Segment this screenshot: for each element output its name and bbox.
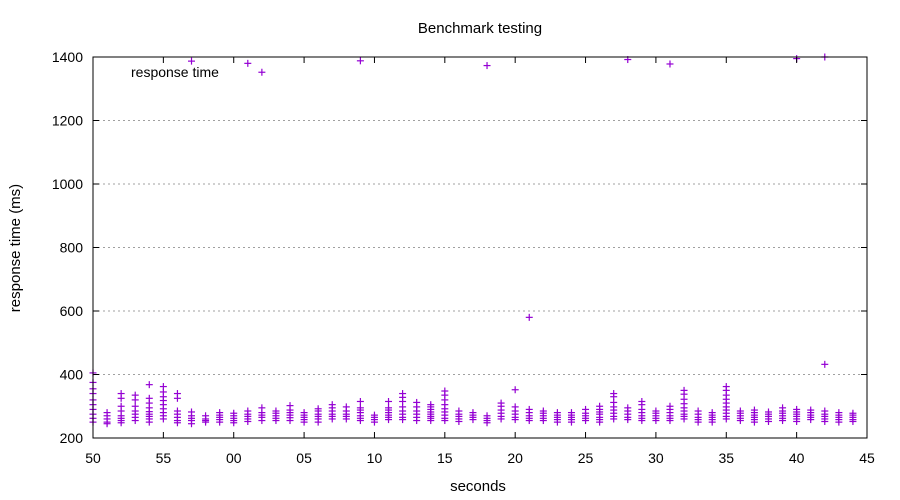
- y-tick-label: 600: [60, 303, 84, 319]
- data-point: [258, 417, 266, 425]
- data-point: [525, 313, 533, 321]
- data-point: [666, 417, 674, 425]
- x-tick-label: 10: [367, 450, 383, 466]
- data-point: [722, 415, 730, 423]
- data-point: [666, 60, 674, 68]
- data-point: [427, 417, 435, 425]
- y-tick-label: 1400: [52, 49, 83, 65]
- data-point: [173, 394, 181, 402]
- data-point: [779, 417, 787, 425]
- x-tick-label: 00: [226, 450, 242, 466]
- data-point: [553, 418, 561, 426]
- data-point: [244, 59, 252, 67]
- data-point: [385, 416, 393, 424]
- data-point: [230, 419, 238, 427]
- data-point: [413, 417, 421, 425]
- x-axis-ticks: 50 55 00 05 10 15 20 25 30 35 40 45: [85, 57, 875, 466]
- data-point: [652, 417, 660, 425]
- data-point: [596, 418, 604, 426]
- data-point: [750, 418, 758, 426]
- data-point: [441, 417, 449, 425]
- data-point: [694, 418, 702, 426]
- data-point: [539, 417, 547, 425]
- x-tick-label: 50: [85, 450, 101, 466]
- data-point: [483, 62, 491, 70]
- y-tick-label: 800: [60, 240, 84, 256]
- y-axis-label: response time (ms): [7, 184, 24, 312]
- data-point: [807, 416, 815, 424]
- x-tick-label: 20: [507, 450, 523, 466]
- grid-lines: [93, 120, 867, 375]
- data-point: [638, 417, 646, 425]
- x-tick-label: 30: [648, 450, 664, 466]
- y-tick-label: 1000: [52, 176, 83, 192]
- data-point: [117, 394, 125, 402]
- data-point: [188, 420, 196, 428]
- data-point: [370, 418, 378, 426]
- data-point: [582, 417, 590, 425]
- x-axis-label: seconds: [450, 478, 506, 495]
- data-point: [188, 57, 196, 65]
- data-point: [244, 417, 252, 425]
- chart-title: Benchmark testing: [418, 20, 542, 37]
- data-point: [286, 417, 294, 425]
- data-point: [131, 417, 139, 425]
- legend: response time: [131, 64, 219, 80]
- data-point: [356, 397, 364, 405]
- data-point: [567, 418, 575, 426]
- data-point: [455, 417, 463, 425]
- y-tick-label: 200: [60, 430, 84, 446]
- data-point: [469, 416, 477, 424]
- data-point: [145, 418, 153, 426]
- data-point: [821, 360, 829, 368]
- data-point: [216, 418, 224, 426]
- data-point: [497, 415, 505, 423]
- data-point: [511, 386, 519, 394]
- data-point: [202, 418, 210, 426]
- y-tick-label: 400: [60, 367, 84, 383]
- data-point: [272, 417, 280, 425]
- data-point: [708, 418, 716, 426]
- data-point: [680, 415, 688, 423]
- data-point: [525, 417, 533, 425]
- x-tick-label: 15: [437, 450, 453, 466]
- data-point: [159, 415, 167, 423]
- data-point: [342, 415, 350, 423]
- x-tick-label: 35: [718, 450, 734, 466]
- x-tick-label: 25: [578, 450, 594, 466]
- data-points: [89, 53, 857, 428]
- data-point: [511, 416, 519, 424]
- y-tick-label: 1200: [52, 113, 83, 129]
- data-point: [145, 381, 153, 389]
- data-point: [793, 417, 801, 425]
- data-point: [328, 415, 336, 423]
- data-point: [356, 417, 364, 425]
- data-point: [849, 417, 857, 425]
- legend-label: response time: [131, 64, 219, 80]
- data-point: [314, 418, 322, 426]
- data-point: [624, 416, 632, 424]
- data-point: [736, 417, 744, 425]
- data-point: [399, 416, 407, 424]
- x-tick-label: 45: [859, 450, 875, 466]
- data-point: [385, 397, 393, 405]
- y-axis-ticks: 200 400 600 800 1000 1200 1400: [52, 49, 867, 446]
- data-point: [610, 415, 618, 423]
- data-point: [764, 417, 772, 425]
- data-point: [356, 57, 364, 65]
- data-point: [117, 419, 125, 427]
- data-point: [483, 419, 491, 427]
- x-tick-label: 55: [156, 450, 172, 466]
- x-tick-label: 05: [296, 450, 312, 466]
- data-point: [835, 418, 843, 426]
- x-tick-label: 40: [789, 450, 805, 466]
- data-point: [821, 417, 829, 425]
- data-point: [103, 420, 111, 428]
- data-point: [173, 419, 181, 427]
- data-point: [300, 418, 308, 426]
- data-point: [258, 68, 266, 76]
- data-point: [131, 396, 139, 404]
